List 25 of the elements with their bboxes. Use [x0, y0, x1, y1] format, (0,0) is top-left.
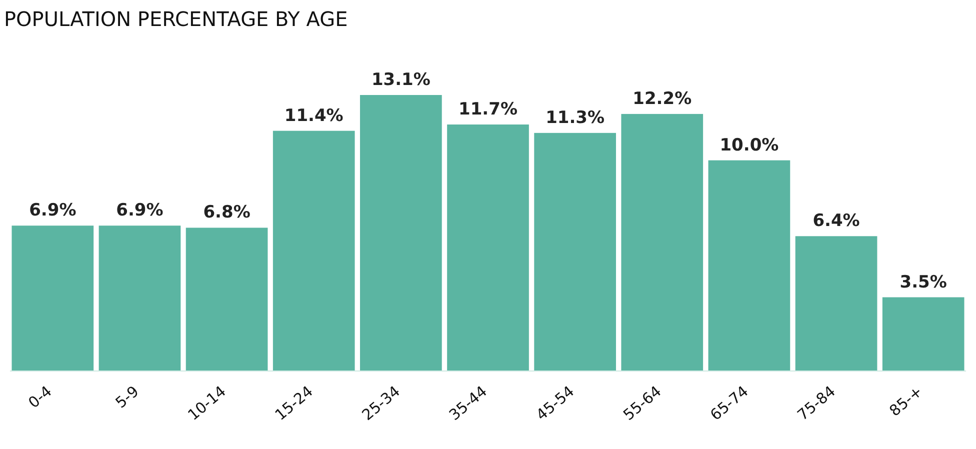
bar [360, 95, 442, 371]
bar [12, 226, 94, 371]
bar [98, 226, 181, 371]
x-tick-label: 0-4 [24, 382, 56, 412]
data-label: 10.0% [720, 135, 779, 156]
chart-title: POPULATION PERCENTAGE BY AGE [4, 7, 348, 31]
bar [272, 130, 355, 371]
bar [708, 160, 790, 371]
data-label: 6.8% [203, 202, 250, 223]
x-tick-label: 5-9 [112, 382, 142, 412]
data-label: 6.4% [812, 211, 860, 232]
data-label: 11.7% [458, 99, 518, 120]
bar [447, 124, 529, 371]
bar [621, 114, 704, 371]
bar [882, 297, 964, 371]
data-label: 11.3% [546, 108, 605, 128]
bar [186, 228, 268, 371]
data-label: 3.5% [900, 272, 947, 292]
data-label: 12.2% [632, 88, 692, 109]
data-label: 6.9% [116, 200, 164, 221]
data-label: 6.9% [29, 200, 76, 221]
data-label: 11.4% [284, 106, 344, 126]
bar [795, 236, 878, 371]
bar [534, 132, 616, 371]
data-label: 13.1% [371, 70, 430, 90]
